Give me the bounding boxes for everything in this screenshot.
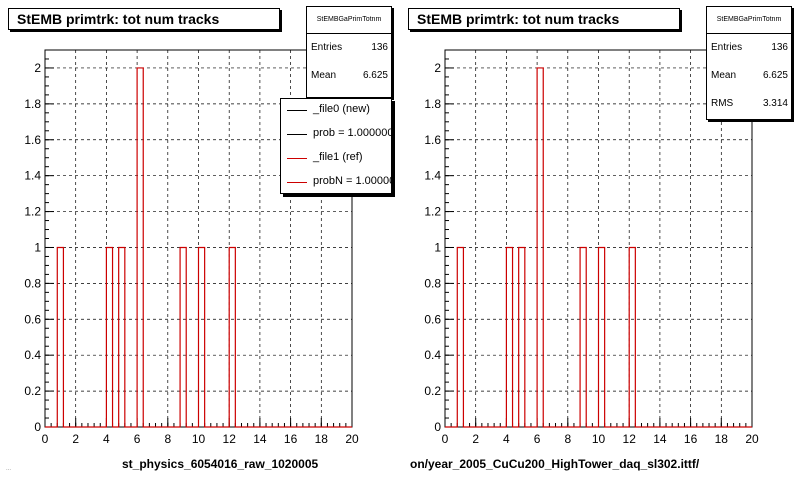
stats-mean-label: Mean: [311, 70, 337, 81]
y-tick-label: 1.2: [24, 205, 41, 219]
x-tick-label: 14: [253, 432, 267, 446]
stats-box-left: StEMBGaPrimTotnm Entries 136 Mean 6.625: [306, 6, 392, 98]
y-tick-label: 0.2: [424, 384, 441, 398]
histogram-series-line: [45, 67, 352, 428]
x-tick-label: 12: [223, 432, 237, 446]
legend-label: _file1 (ref): [313, 151, 363, 163]
x-tick-label: 14: [653, 432, 667, 446]
stats-name: StEMBGaPrimTotnm: [707, 7, 791, 34]
stats-entries-row: Entries 136: [707, 34, 791, 62]
stats-name: StEMBGaPrimTotnm: [307, 7, 391, 34]
legend-swatch: [287, 134, 307, 135]
x-tick-label: 0: [442, 432, 449, 446]
x-tick-label: 0: [42, 432, 49, 446]
y-tick-label: 1: [34, 240, 41, 254]
legend-label: probN = 1.000000: [313, 175, 391, 187]
x-tick-label: 6: [134, 432, 141, 446]
x-axis-label-right: on/year_2005_CuCu200_HighTower_daq_sl302…: [410, 457, 700, 471]
y-tick-label: 0.2: [24, 384, 41, 398]
x-tick-label: 18: [715, 432, 729, 446]
x-tick-label: 10: [192, 432, 206, 446]
x-tick-label: 2: [72, 432, 79, 446]
y-tick-label: 1.6: [424, 133, 441, 147]
stats-mean-label: Mean: [711, 70, 737, 81]
x-tick-label: 10: [592, 432, 606, 446]
legend-item: _file0 (new): [281, 99, 391, 123]
stats-entries-value: 136: [371, 42, 388, 53]
x-tick-label: 12: [623, 432, 637, 446]
legend-left: _file0 (new) prob = 1.000000 _file1 (ref…: [280, 98, 392, 194]
stats-entries-label: Entries: [311, 42, 343, 53]
y-tick-label: 2: [434, 61, 441, 75]
legend-label: _file0 (new): [313, 103, 370, 115]
stats-entries-row: Entries 136: [307, 34, 391, 62]
stats-rms-value: 3.314: [762, 98, 788, 109]
stats-box-right: StEMBGaPrimTotnm Entries 136 Mean 6.625 …: [706, 6, 792, 120]
y-tick-label: 0.6: [24, 312, 41, 326]
y-tick-label: 1.6: [24, 133, 41, 147]
y-tick-label: 2: [34, 61, 41, 75]
stats-mean-value: 6.625: [362, 70, 388, 81]
stats-mean-row: Mean 6.625: [307, 62, 391, 90]
x-tick-label: 16: [684, 432, 698, 446]
x-tick-label: 16: [284, 432, 298, 446]
y-tick-label: 1.4: [24, 169, 41, 183]
histogram-series-line: [445, 67, 752, 428]
chart-title-left: StEMB primtrk: tot num tracks: [8, 8, 280, 30]
legend-swatch: [287, 182, 307, 183]
x-tick-label: 18: [315, 432, 329, 446]
x-tick-label: 20: [345, 432, 359, 446]
legend-item: _file1 (ref): [281, 147, 391, 171]
x-tick-label: 4: [503, 432, 510, 446]
y-tick-label: 1: [434, 240, 441, 254]
x-tick-label: 2: [472, 432, 479, 446]
y-tick-label: 0: [34, 420, 41, 434]
legend-item: prob = 1.000000: [281, 123, 391, 147]
legend-swatch: [287, 158, 307, 159]
stats-entries-value: 136: [771, 42, 788, 53]
y-tick-label: 0.6: [424, 312, 441, 326]
stats-entries-label: Entries: [711, 42, 743, 53]
x-tick-label: 8: [564, 432, 571, 446]
legend-swatch: [287, 110, 307, 111]
x-tick-label: 6: [534, 432, 541, 446]
y-tick-label: 0.8: [24, 276, 41, 290]
y-tick-label: 1.4: [424, 169, 441, 183]
y-tick-label: 0.8: [424, 276, 441, 290]
stats-rms-row: RMS 3.314: [707, 90, 791, 118]
y-tick-label: 0: [434, 420, 441, 434]
legend-label: prob = 1.000000: [313, 127, 392, 139]
chart-title-right: StEMB primtrk: tot num tracks: [408, 8, 680, 30]
y-tick-label: 0.4: [24, 348, 41, 362]
y-tick-label: 0.4: [424, 348, 441, 362]
stats-mean-value: 6.625: [762, 70, 788, 81]
legend-item: probN = 1.000000: [281, 171, 391, 193]
x-tick-label: 20: [745, 432, 759, 446]
stats-mean-row: Mean 6.625: [707, 62, 791, 90]
stats-rms-label: RMS: [711, 98, 734, 109]
x-axis-label-left: st_physics_6054016_raw_1020005: [122, 457, 319, 471]
x-tick-label: 8: [164, 432, 171, 446]
footnote: ...: [6, 466, 12, 472]
y-tick-label: 1.8: [424, 97, 441, 111]
x-tick-label: 4: [103, 432, 110, 446]
y-tick-label: 1.8: [24, 97, 41, 111]
y-tick-label: 1.2: [424, 205, 441, 219]
